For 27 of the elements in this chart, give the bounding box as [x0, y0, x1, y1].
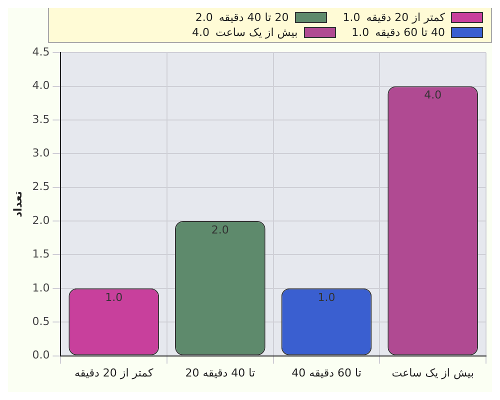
data-label: 1.0 [318, 290, 336, 304]
text: 1.0 [342, 11, 360, 24]
legend-label: 20 تا 40 دقیقه [218, 11, 289, 24]
y-tick-label: 0.5 [32, 314, 50, 328]
y-tick-label: 1.5 [32, 248, 50, 261]
y-tick-label: 3.0 [32, 146, 50, 160]
data-label: 1.0 [105, 290, 123, 304]
y-tick-label: 4.5 [32, 45, 50, 58]
x-tick-label: کمتر از 20 دقیقه [74, 366, 154, 380]
legend-label: کمتر از 20 دقیقه [366, 11, 445, 24]
y-tick-label: 0.0 [32, 348, 50, 362]
data-label: 2.0 [211, 223, 229, 236]
text: 2.0 [195, 11, 213, 24]
legend-label: بیش از یک ساعت [216, 26, 298, 39]
x-tick-label: 20 تا 40 دقیقه [185, 366, 256, 380]
y-tick-label: 1.0 [32, 281, 50, 294]
y-tick-label: 3.5 [32, 112, 50, 126]
legend-label: 40 تا 60 دقیقه [375, 26, 445, 39]
y-tick-label: 2.0 [32, 214, 50, 227]
text: 4.0 [192, 26, 210, 39]
x-tick-label: بیش از یک ساعت [392, 366, 474, 380]
x-tick-label: 40 تا 60 دقیقه [292, 366, 362, 380]
text: 1.0 [352, 26, 370, 39]
y-axis-title: تعداد [11, 191, 24, 218]
y-tick-label: 4.0 [32, 79, 50, 92]
data-label: 4.0 [424, 88, 442, 102]
y-tick-label: 2.5 [32, 180, 50, 194]
